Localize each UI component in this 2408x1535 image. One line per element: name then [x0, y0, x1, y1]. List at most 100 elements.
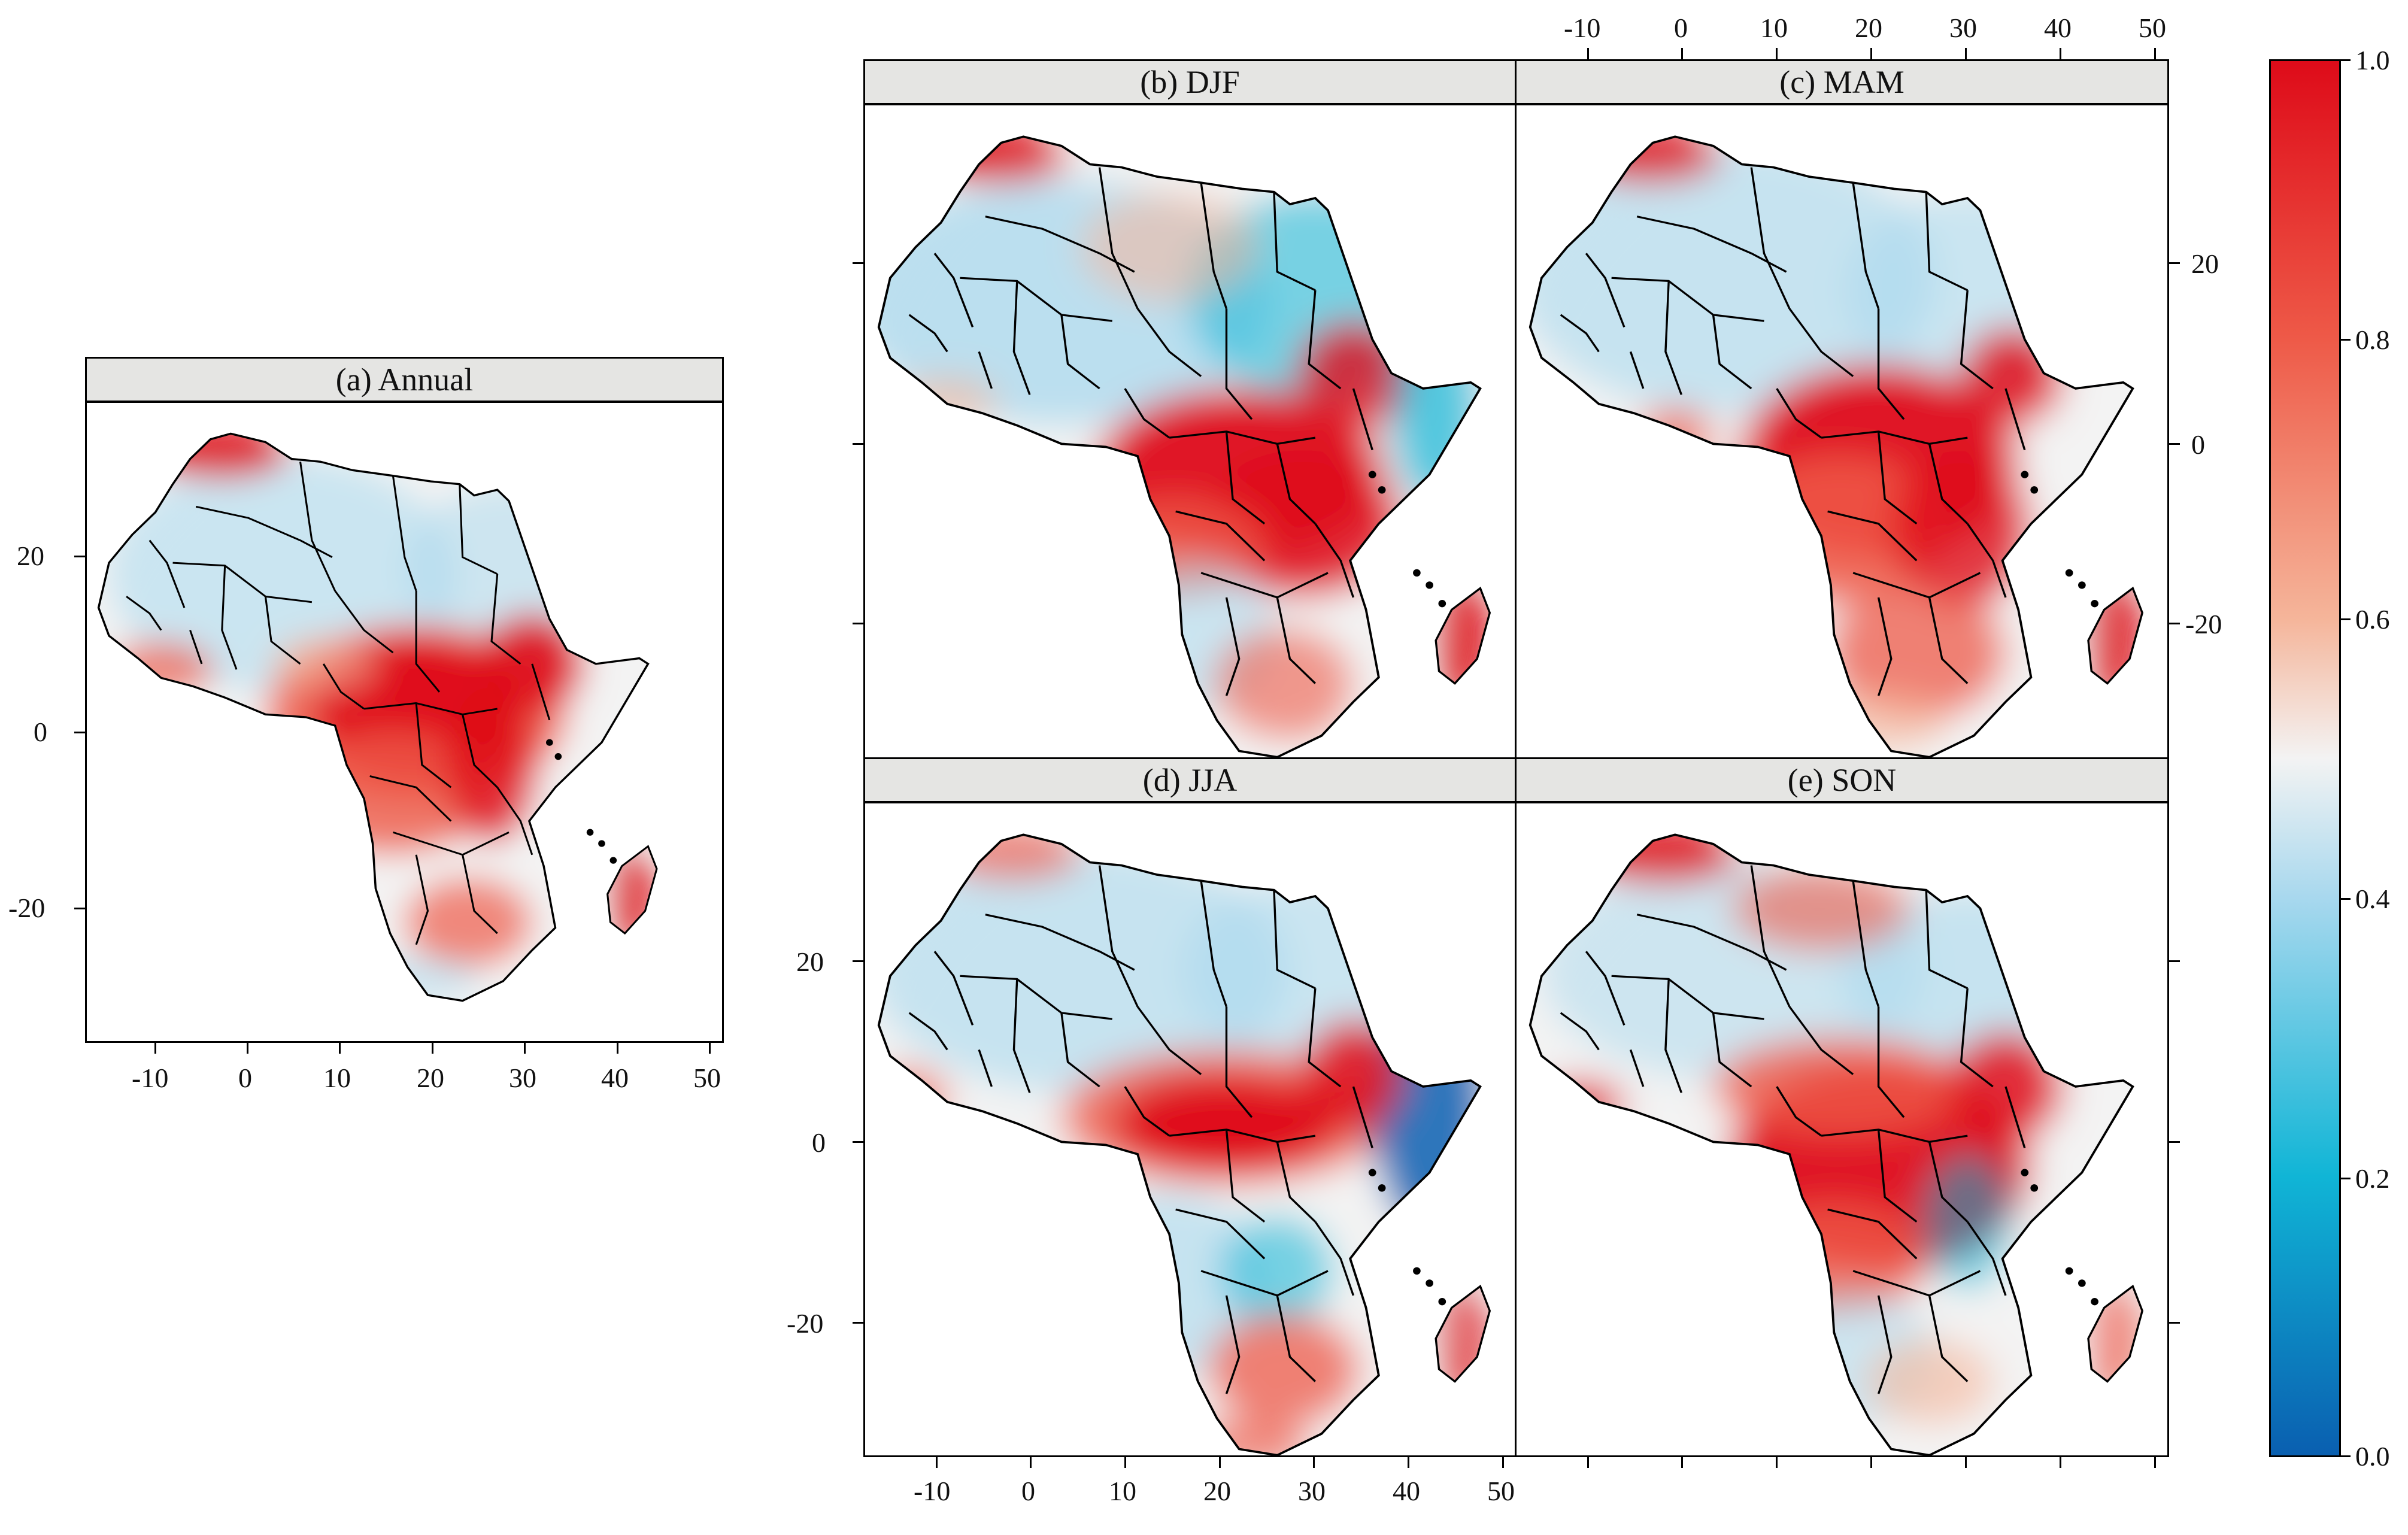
value-region — [878, 1068, 948, 1130]
bottom-lon-tick-label: 40 — [1393, 1476, 1420, 1506]
colorbar-label: 0.4 — [2355, 884, 2390, 914]
value-region — [2088, 1277, 2139, 1400]
country-border — [1852, 183, 1880, 310]
island — [2065, 569, 2073, 577]
value-region — [1866, 1338, 1993, 1425]
panel-title-jja: (d) JJA — [863, 757, 1517, 803]
country-border — [459, 484, 498, 575]
country-border — [1877, 431, 1918, 525]
island — [2065, 1267, 2073, 1275]
country-border — [1175, 510, 1266, 562]
island — [2030, 486, 2039, 494]
country-border — [1788, 1006, 1854, 1075]
map-panel-son — [1515, 802, 2169, 1457]
island — [2021, 1169, 2029, 1176]
island — [1438, 1298, 1446, 1306]
country-border — [1308, 290, 1342, 390]
country-border — [1352, 1086, 1373, 1149]
country-border — [415, 703, 452, 788]
island — [1438, 600, 1446, 608]
top-lon-tick-label: 10 — [1760, 13, 1788, 43]
country-border — [1925, 192, 1968, 292]
bottom-lon-tick-label: 20 — [1203, 1476, 1231, 1506]
annual-lon-tick-label: -10 — [132, 1063, 169, 1093]
country-border — [1012, 281, 1031, 395]
top-lon-tick-label: 20 — [1855, 13, 1882, 43]
island — [1368, 1169, 1376, 1176]
map-svg-son — [1528, 833, 2144, 1455]
value-region — [2085, 566, 2143, 702]
value-region — [149, 433, 289, 479]
country-border — [1175, 1208, 1266, 1260]
country-border — [960, 277, 1112, 322]
top-lon-tick-label: 0 — [1674, 13, 1688, 43]
country-border — [1776, 388, 1822, 439]
annual-lon-tick-label: 30 — [509, 1063, 536, 1093]
country-border — [1611, 975, 1764, 1020]
country-borders — [1560, 865, 2026, 1394]
left-lat-tick-label: -20 — [787, 1308, 824, 1339]
bottom-lon-tick-label: -10 — [914, 1476, 951, 1506]
country-border — [978, 1049, 993, 1087]
country-borders — [126, 462, 551, 945]
country-border — [1750, 167, 1791, 310]
country-border — [933, 951, 974, 1026]
country-border — [1098, 865, 1139, 1008]
madagascar-outline — [2087, 1284, 2144, 1383]
country-border — [1225, 431, 1266, 525]
map-panel-djf — [863, 104, 1517, 759]
country-border — [1314, 1221, 1355, 1296]
country-border — [1200, 881, 1228, 1008]
country-border — [221, 565, 238, 670]
country-border — [933, 253, 974, 327]
country-border — [1877, 597, 1893, 696]
country-border — [1314, 523, 1355, 598]
country-border — [1273, 192, 1316, 292]
map-svg-djf — [877, 135, 1491, 757]
colorbar-label: 0.0 — [2355, 1441, 2390, 1472]
annual-lat-tick-label: -20 — [8, 893, 46, 923]
annual-lon-tick-label: 50 — [693, 1063, 721, 1093]
country-border — [1098, 167, 1139, 310]
country-borders — [908, 167, 1373, 696]
country-border — [1225, 597, 1241, 696]
country-border — [1928, 444, 1969, 524]
value-region — [1112, 1074, 1341, 1173]
country-border — [1852, 881, 1880, 1008]
country-border — [1852, 1270, 1981, 1297]
africa-map — [1528, 833, 2144, 1455]
country-border — [363, 702, 498, 715]
country-border — [1629, 1049, 1645, 1087]
country-border — [415, 854, 429, 945]
value-region — [1182, 878, 1436, 1062]
country-border — [1276, 444, 1317, 524]
country-border — [496, 787, 533, 856]
value-region — [1302, 1019, 1405, 1130]
country-borders — [1560, 167, 2026, 696]
country-border — [1712, 1012, 1752, 1088]
country-border — [1225, 308, 1253, 420]
country-border — [392, 831, 509, 856]
value-region — [404, 877, 532, 967]
country-border — [1060, 314, 1100, 390]
value-region — [928, 136, 1068, 183]
country-border — [1827, 1208, 1918, 1260]
annual-lon-tick-label: 10 — [323, 1063, 351, 1093]
island — [546, 739, 553, 746]
country-border — [1276, 597, 1317, 684]
country-border — [172, 562, 313, 603]
island — [1378, 486, 1386, 494]
country-border — [1788, 308, 1854, 377]
country-border — [1308, 988, 1342, 1088]
value-region — [1586, 835, 1739, 884]
country-border — [908, 1012, 948, 1051]
right-lat-tick-label: -20 — [2185, 609, 2222, 639]
madagascar-outline — [1435, 1284, 1491, 1383]
bottom-lon-tick-label: 50 — [1487, 1476, 1515, 1506]
top-lon-tick-label: -10 — [1564, 13, 1601, 43]
island — [1413, 569, 1421, 577]
country-border — [1877, 1006, 1905, 1118]
country-border — [1276, 1295, 1317, 1382]
island — [2021, 471, 2029, 478]
